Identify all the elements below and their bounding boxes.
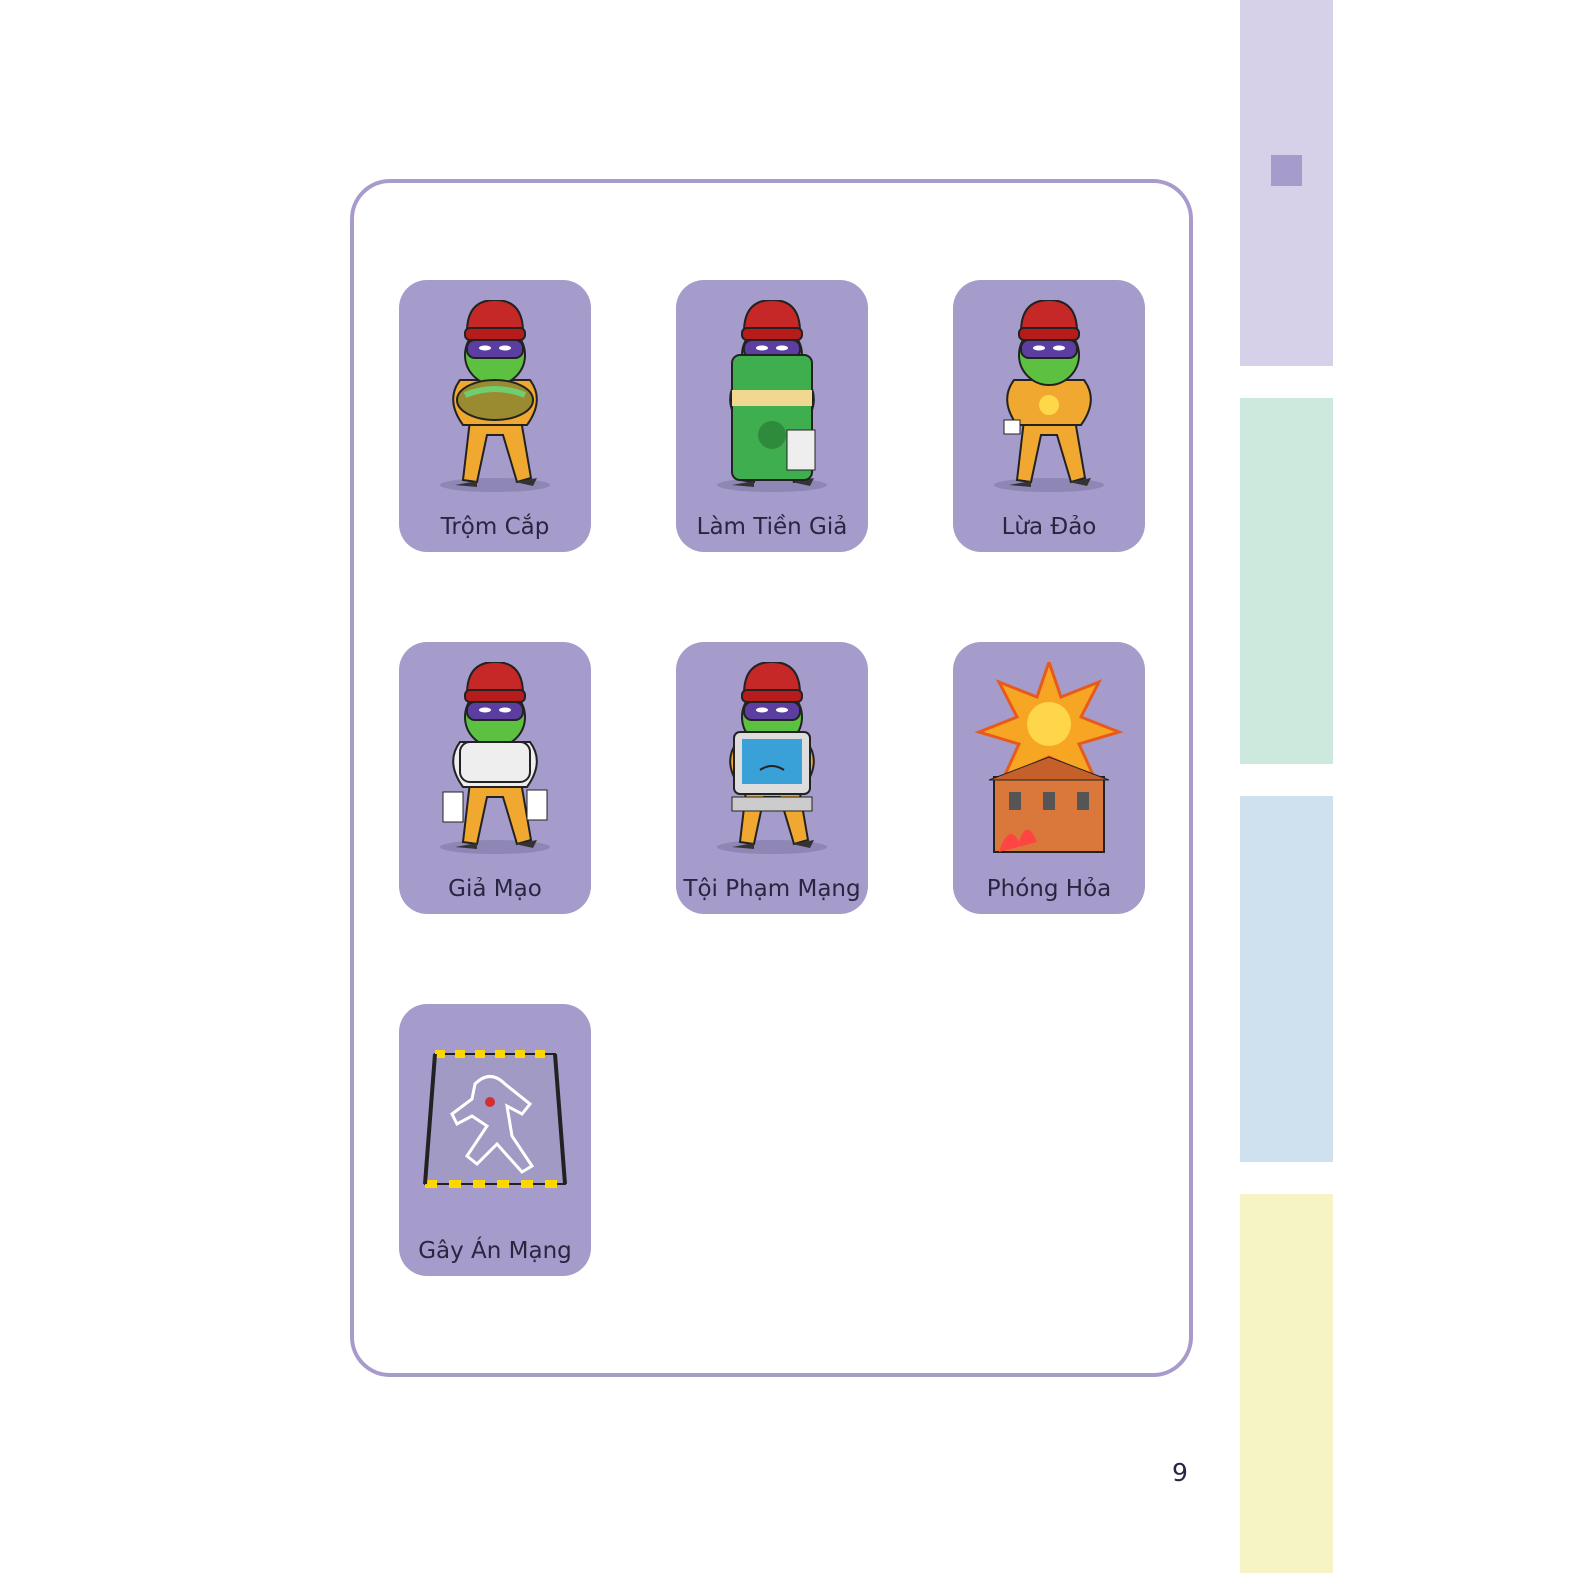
crime-card: Tội Phạm Mạng — [676, 642, 868, 914]
cyber-criminal-icon — [717, 662, 827, 854]
crime-card-label: Tội Phạm Mạng — [683, 876, 861, 902]
crime-card: Gây Án Mạng — [399, 1004, 591, 1276]
crime-card-label: Gây Án Mạng — [418, 1238, 572, 1264]
burning-house-icon — [974, 662, 1124, 853]
crime-card-label: Lừa Đảo — [1001, 514, 1097, 540]
thief-with-money-bag-icon — [440, 300, 550, 492]
scammer-icon — [994, 300, 1104, 492]
crime-card: Lừa Đảo — [953, 280, 1145, 552]
crime-card-label: Phóng Hỏa — [986, 876, 1112, 902]
crime-scene-icon — [423, 1050, 567, 1188]
crime-card-label: Giả Mạo — [448, 876, 542, 902]
crime-card-label: Làm Tiền Giả — [696, 514, 848, 540]
crime-card: Trộm Cắp — [399, 280, 591, 552]
side-tab-yellow — [1240, 1194, 1333, 1573]
counterfeit-money-icon — [717, 300, 827, 492]
page-number: 9 — [1172, 1458, 1188, 1487]
crime-card: Phóng Hỏa — [953, 642, 1145, 914]
side-tab-blue — [1240, 796, 1333, 1162]
content-frame — [350, 179, 1193, 1377]
crime-card: Giả Mạo — [399, 642, 591, 914]
forger-icon — [440, 662, 550, 854]
side-tab-green — [1240, 398, 1333, 764]
chapter-marker — [1271, 155, 1302, 186]
crime-card: Làm Tiền Giả — [676, 280, 868, 552]
crime-card-label: Trộm Cắp — [440, 514, 550, 540]
